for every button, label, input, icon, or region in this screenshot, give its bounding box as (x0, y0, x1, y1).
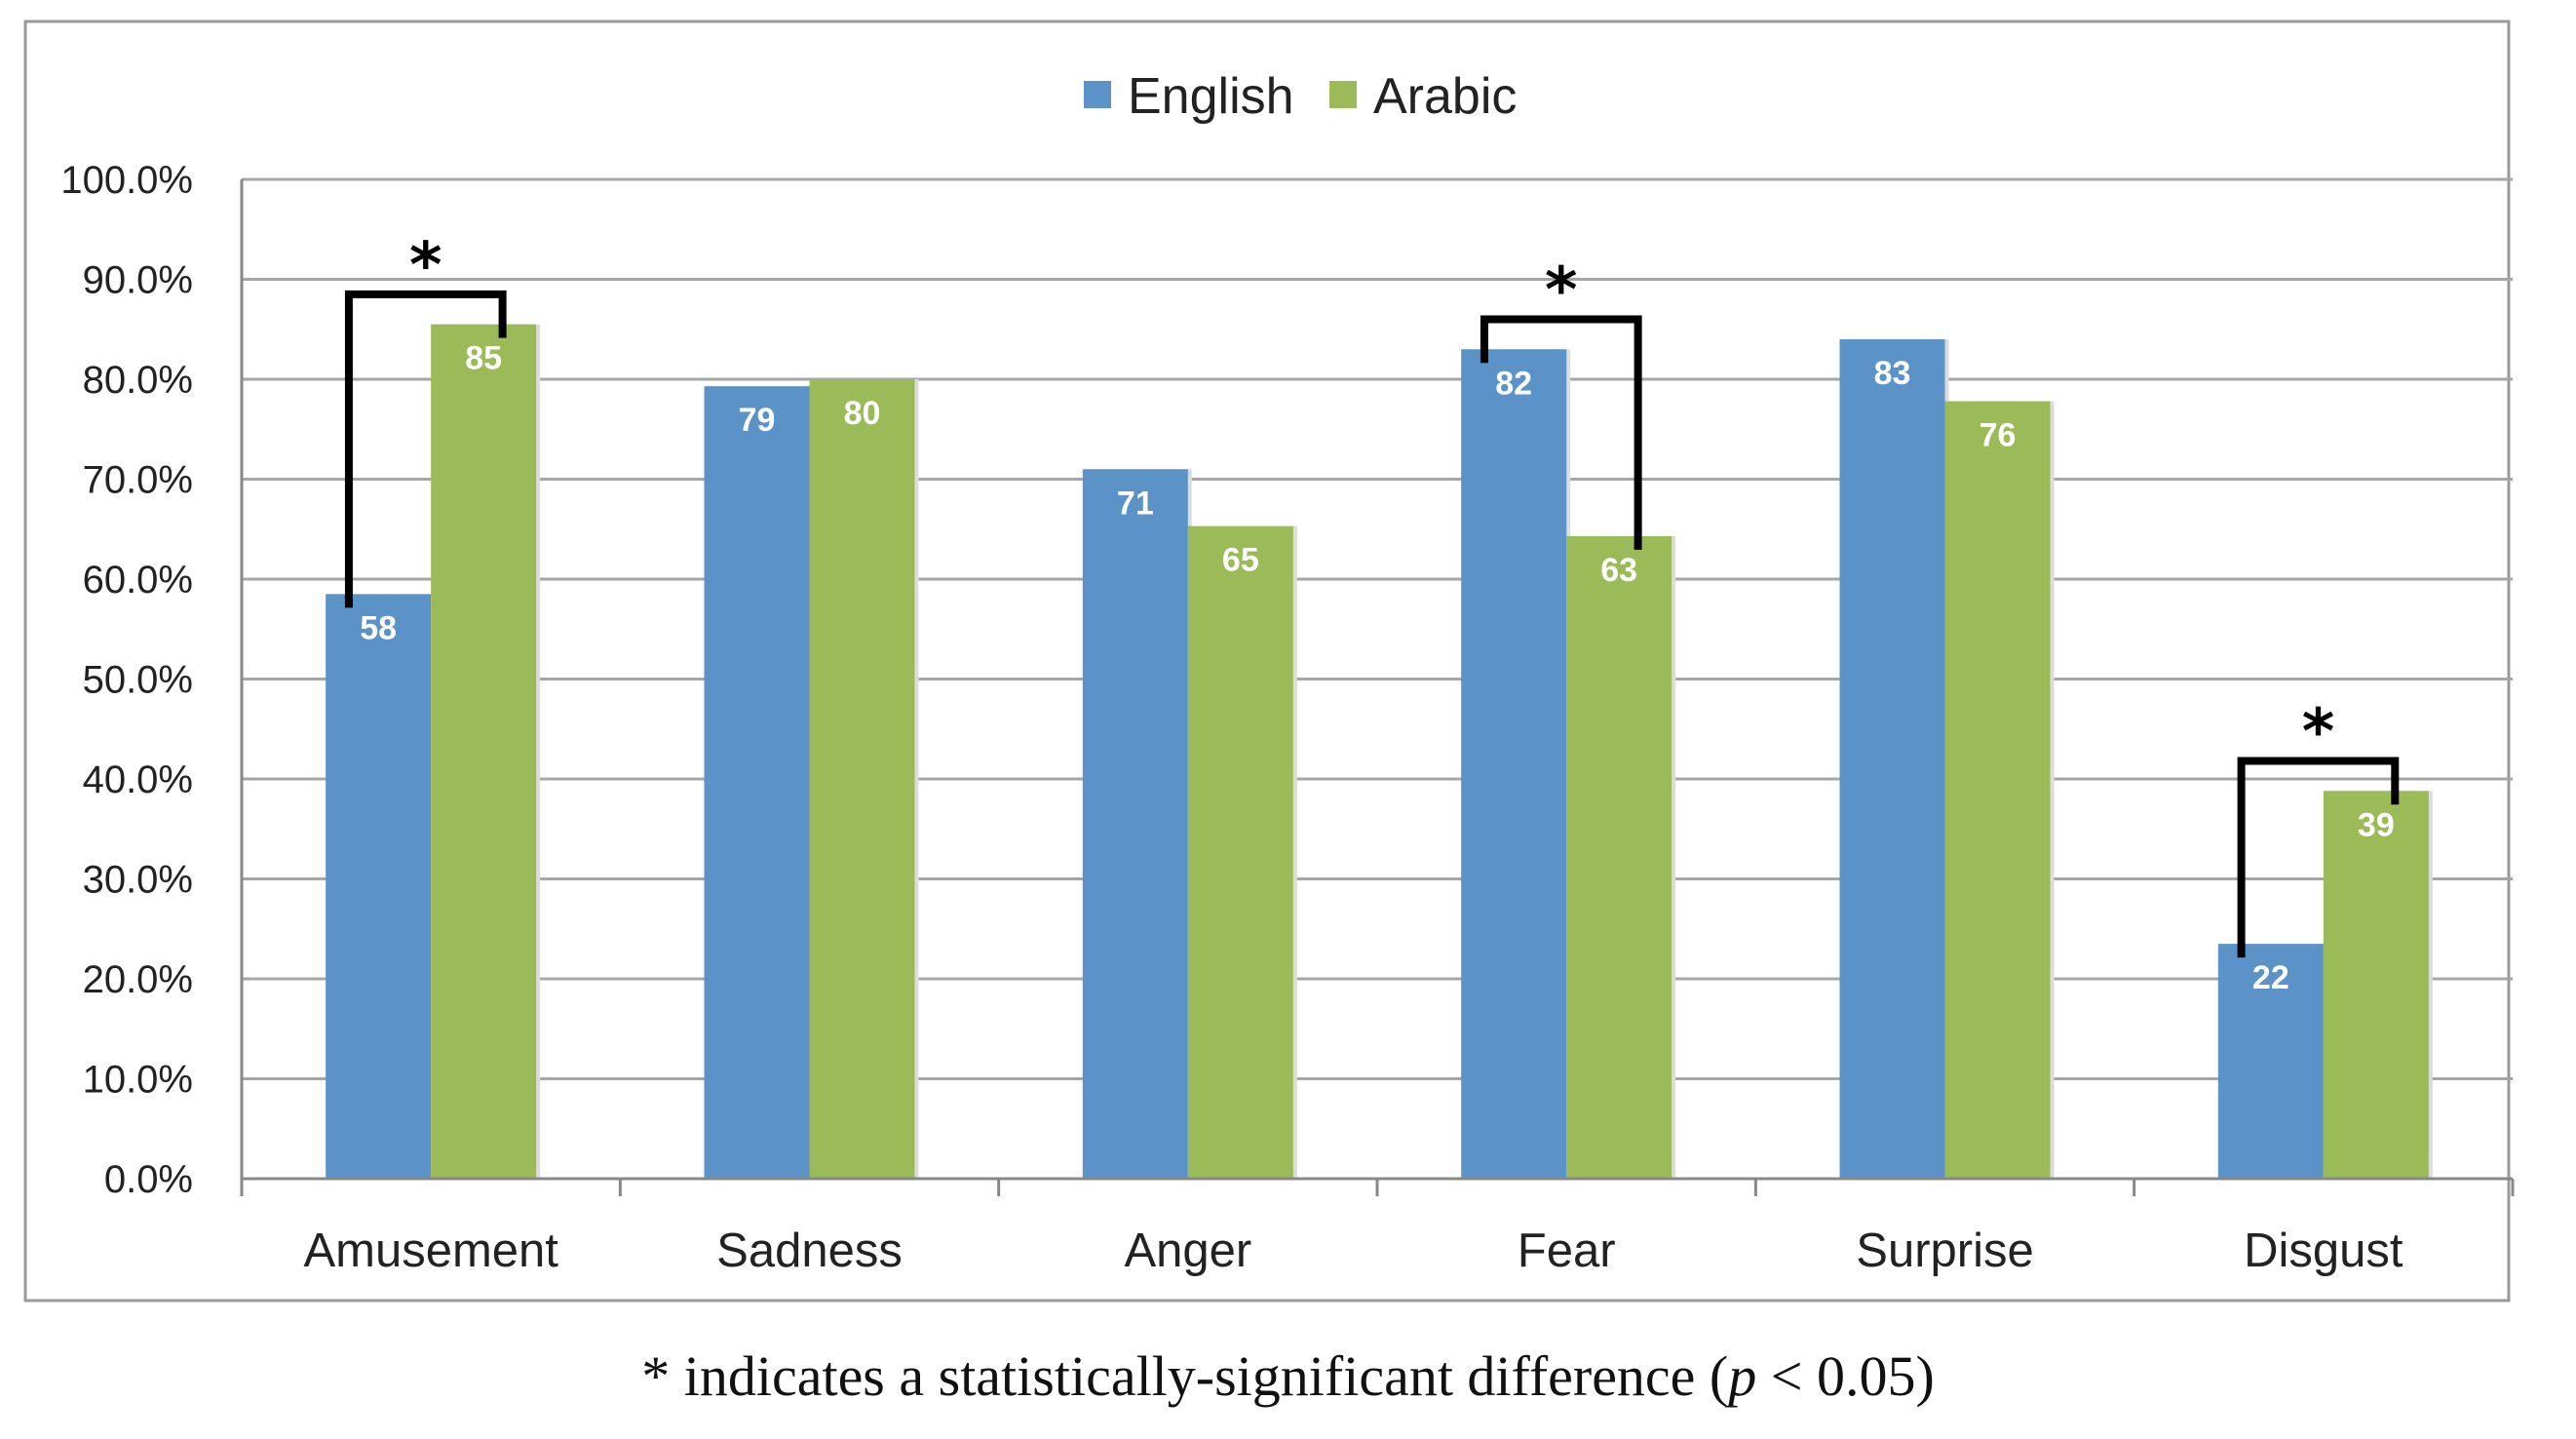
data-label: 79 (739, 402, 776, 439)
data-label: 65 (1222, 542, 1259, 579)
category-label: Disgust (2244, 1225, 2403, 1277)
y-tick-label: 0.0% (104, 1158, 193, 1201)
bar-english-surprise (1839, 339, 1945, 1179)
y-tick-label: 50.0% (83, 659, 193, 702)
footnote: * indicates a statistically-significant … (0, 1343, 2576, 1409)
category-label: Anger (1124, 1225, 1251, 1277)
data-label: 39 (2358, 806, 2395, 843)
y-tick-label: 70.0% (83, 459, 193, 502)
legend-swatch-english (1084, 81, 1111, 108)
bar-english-anger (1082, 469, 1188, 1179)
bar-arabic-fear (1566, 535, 1672, 1179)
legend-label-english: English (1128, 68, 1294, 125)
bar-english-amusement (326, 594, 432, 1179)
category-label: Fear (1518, 1225, 1616, 1277)
data-label: 83 (1874, 355, 1911, 392)
significance-bracket (344, 290, 507, 608)
bar-arabic-disgust (2323, 791, 2429, 1179)
data-label: 71 (1117, 485, 1154, 522)
data-label: 82 (1495, 365, 1532, 402)
data-label: 22 (2252, 959, 2289, 996)
category-label: Sadness (716, 1225, 903, 1277)
data-label: 76 (1980, 417, 2017, 454)
legend-label-arabic: Arabic (1373, 68, 1517, 125)
bar-english-disgust (2217, 944, 2324, 1179)
y-tick-label: 100.0% (60, 159, 193, 202)
y-tick-label: 20.0% (83, 958, 193, 1001)
data-label: 80 (844, 395, 881, 432)
bar-arabic-amusement (431, 324, 537, 1179)
significance-star: * (2302, 697, 2334, 769)
y-tick-label: 60.0% (83, 559, 193, 602)
significance-bracket (2237, 757, 2400, 958)
y-tick-label: 80.0% (83, 359, 193, 402)
y-tick-label: 90.0% (83, 259, 193, 302)
category-label: Surprise (1856, 1225, 2033, 1277)
significance-star: * (1545, 255, 1577, 328)
footnote-suffix: < 0.05) (1756, 1344, 1935, 1408)
footnote-variable: p (1728, 1344, 1757, 1408)
y-tick-label: 40.0% (83, 758, 193, 801)
bar-english-sadness (704, 386, 810, 1179)
significance-star: * (409, 230, 442, 302)
y-tick-label: 10.0% (83, 1059, 193, 1102)
category-label: Amusement (303, 1225, 558, 1277)
data-label: 58 (360, 609, 397, 646)
legend-swatch-arabic (1329, 81, 1357, 108)
bar-arabic-anger (1187, 525, 1293, 1179)
y-tick-label: 30.0% (83, 859, 193, 902)
bar-arabic-sadness (809, 379, 915, 1179)
significance-bracket (1480, 315, 1642, 550)
bar-english-fear (1461, 349, 1567, 1179)
data-label: 63 (1600, 552, 1637, 589)
footnote-prefix: * indicates a statistically-significant … (641, 1344, 1729, 1408)
data-label: 85 (465, 340, 502, 377)
bar-arabic-surprise (1944, 401, 2051, 1179)
